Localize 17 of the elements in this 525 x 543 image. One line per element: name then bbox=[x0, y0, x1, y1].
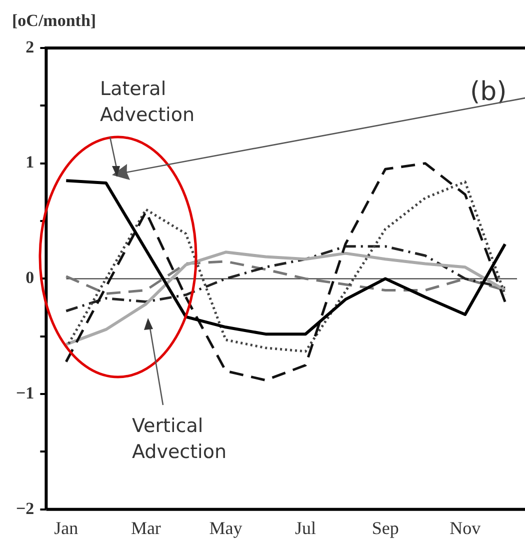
y-tick-label: −2 bbox=[16, 498, 34, 518]
x-tick-label: Sep bbox=[372, 518, 399, 538]
y-tick-label: −1 bbox=[16, 383, 34, 402]
x-tick-label: Jul bbox=[295, 518, 316, 538]
x-tick-label: Nov bbox=[450, 518, 481, 538]
y-axis-title: [oC/month] bbox=[12, 11, 96, 30]
annotation: Vertical Advection bbox=[132, 415, 226, 463]
y-tick-label: 0 bbox=[26, 268, 34, 288]
x-tick-label: Mar bbox=[130, 518, 161, 538]
y-tick-label: 1 bbox=[26, 152, 34, 172]
y-tick-label: 2 bbox=[26, 37, 34, 56]
annotation: Lateral Advection bbox=[100, 78, 194, 126]
x-tick-label: Jan bbox=[54, 518, 78, 538]
line-series bbox=[64, 245, 506, 312]
annotation: (b) bbox=[470, 77, 507, 107]
x-tick-label: May bbox=[209, 518, 242, 538]
line-series bbox=[64, 162, 506, 382]
